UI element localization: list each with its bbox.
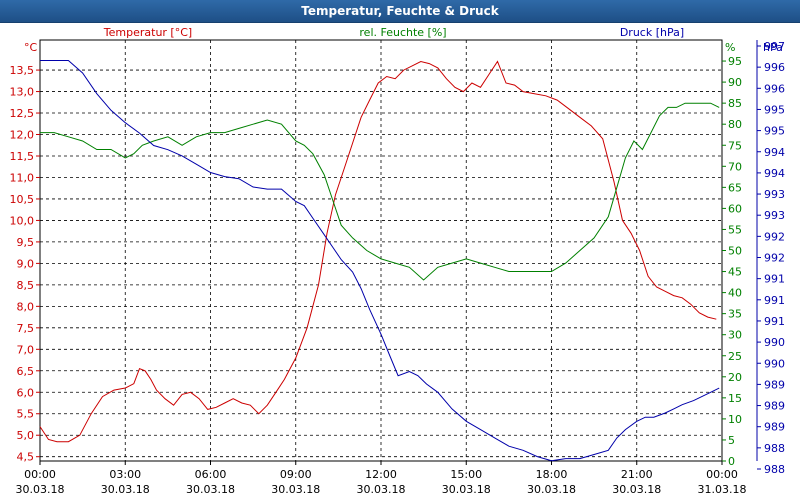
press-tick-label: 988 (764, 442, 785, 455)
temp-tick-label: 8,5 (17, 279, 35, 292)
hum-tick-label: 25 (728, 350, 742, 363)
hum-tick-label: 85 (728, 97, 742, 110)
hum-unit: % (725, 41, 735, 54)
x-tick-time: 21:00 (621, 468, 653, 481)
press-axis-label: Druck [hPa] (620, 26, 684, 39)
press-tick-label: 989 (764, 421, 785, 434)
hum-tick-label: 50 (728, 245, 742, 258)
x-tick-time: 12:00 (365, 468, 397, 481)
hum-tick-label: 45 (728, 266, 742, 279)
hum-tick-label: 20 (728, 371, 742, 384)
press-tick-label: 990 (764, 336, 785, 349)
x-tick-date: 30.03.18 (442, 483, 491, 496)
hum-tick-label: 75 (728, 139, 742, 152)
temp-tick-label: 11,5 (10, 150, 35, 163)
press-tick-label: 990 (764, 357, 785, 370)
hum-tick-label: 80 (728, 118, 742, 131)
press-tick-label: 997 (764, 40, 785, 53)
press-tick-label: 996 (764, 61, 785, 74)
x-tick-time: 09:00 (280, 468, 312, 481)
hum-tick-label: 0 (728, 455, 735, 468)
temp-tick-label: 7,0 (17, 343, 35, 356)
press-tick-label: 994 (764, 146, 785, 159)
x-tick-date: 30.03.18 (16, 483, 65, 496)
press-tick-label: 991 (764, 294, 785, 307)
hum-tick-label: 90 (728, 76, 742, 89)
hum-axis-label: rel. Feuchte [%] (359, 26, 446, 39)
press-tick-label: 996 (764, 82, 785, 95)
press-tick-label: 992 (764, 252, 785, 265)
press-tick-label: 991 (764, 315, 785, 328)
hum-tick-label: 35 (728, 308, 742, 321)
x-tick-time: 15:00 (450, 468, 482, 481)
temp-tick-label: 9,5 (17, 236, 35, 249)
hum-tick-label: 95 (728, 55, 742, 68)
press-tick-label: 995 (764, 125, 785, 138)
x-tick-date: 30.03.18 (271, 483, 320, 496)
temp-tick-label: 6,5 (17, 365, 35, 378)
x-tick-time: 00:00 (706, 468, 738, 481)
press-tick-label: 989 (764, 378, 785, 391)
hum-tick-label: 30 (728, 329, 742, 342)
hum-tick-label: 65 (728, 181, 742, 194)
series-temp-line (39, 60, 717, 443)
hum-tick-label: 60 (728, 202, 742, 215)
x-tick-date: 30.03.18 (527, 483, 576, 496)
hum-tick-label: 10 (728, 413, 742, 426)
press-tick-label: 993 (764, 209, 785, 222)
x-tick-date: 31.03.18 (698, 483, 747, 496)
x-tick-date: 30.03.18 (357, 483, 406, 496)
temp-tick-label: 5,5 (17, 408, 35, 421)
hum-tick-label: 55 (728, 223, 742, 236)
temp-tick-label: 8,0 (17, 300, 35, 313)
x-tick-date: 30.03.18 (186, 483, 235, 496)
press-tick-label: 989 (764, 400, 785, 413)
temp-axis-label: Temperatur [°C] (103, 26, 192, 39)
press-tick-label: 992 (764, 230, 785, 243)
temp-tick-label: 13,5 (10, 64, 35, 77)
series-press-line (40, 60, 720, 462)
x-tick-time: 03:00 (109, 468, 141, 481)
press-tick-label: 994 (764, 167, 785, 180)
x-tick-date: 30.03.18 (101, 483, 150, 496)
temp-tick-label: 6,0 (17, 386, 35, 399)
temp-tick-label: 4,5 (17, 451, 35, 464)
press-tick-label: 988 (764, 463, 785, 476)
x-tick-time: 18:00 (536, 468, 568, 481)
hum-tick-label: 5 (728, 434, 735, 447)
window-title: Temperatur, Feuchte & Druck (0, 0, 800, 23)
press-unit: hPa (763, 41, 783, 54)
temp-tick-label: 12,5 (10, 107, 35, 120)
press-tick-label: 995 (764, 103, 785, 116)
series-hum-line (40, 102, 720, 281)
hum-tick-label: 70 (728, 160, 742, 173)
temp-tick-label: 13,0 (10, 86, 35, 99)
temp-tick-label: 7,5 (17, 322, 35, 335)
temp-tick-label: 12,0 (10, 129, 35, 142)
press-tick-label: 993 (764, 188, 785, 201)
hum-tick-label: 40 (728, 287, 742, 300)
temp-tick-label: 11,0 (10, 171, 35, 184)
x-tick-date: 30.03.18 (612, 483, 661, 496)
temp-unit: °C (24, 41, 38, 54)
temp-tick-label: 10,5 (10, 193, 35, 206)
x-tick-time: 00:00 (24, 468, 56, 481)
x-tick-time: 06:00 (195, 468, 227, 481)
press-tick-label: 991 (764, 273, 785, 286)
chart: 4,5 5,0 5,5 6,0 6,5 7,0 7,5 8,0 8,5 9,0 9,5 10,0 10,… (10, 26, 786, 496)
temp-tick-label: 10,0 (10, 214, 35, 227)
hum-tick-label: 15 (728, 392, 742, 405)
temp-tick-label: 5,0 (17, 429, 35, 442)
temp-tick-label: 9,0 (17, 257, 35, 270)
